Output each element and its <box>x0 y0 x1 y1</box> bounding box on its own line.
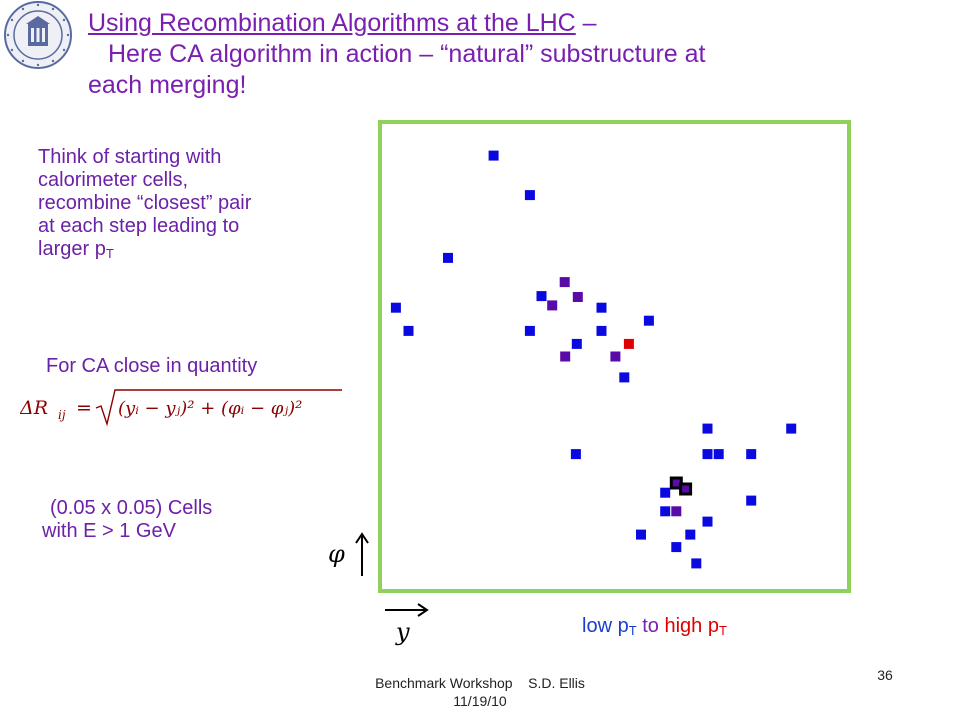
pt-legend: low pT to high pT <box>582 614 727 643</box>
formula-lhs-sub: ij <box>58 408 66 422</box>
y-symbol: y <box>395 618 410 646</box>
footer-line1: Benchmark Workshop S.D. Ellis <box>375 675 585 691</box>
intro-line2: calorimeter cells, <box>38 169 189 191</box>
phi-axis-label: φ <box>328 530 374 580</box>
title-line2: Here CA algorithm in action – “natural” … <box>108 40 706 68</box>
calorimeter-cell-8 <box>572 292 583 302</box>
title-link[interactable]: Using Recombination Algorithms at the LH… <box>88 9 576 37</box>
y-axis-label: y <box>382 600 432 648</box>
calorimeter-cell-3 <box>390 302 401 313</box>
legend-high-text: high p <box>664 615 719 637</box>
phi-symbol: φ <box>328 540 345 568</box>
title-line3: each merging! <box>88 71 247 99</box>
legend-high-sub: T <box>718 623 727 638</box>
slide-title: Using Recombination Algorithms at the LH… <box>88 8 948 101</box>
calorimeter-cell-23 <box>570 449 581 460</box>
calorimeter-cell-4 <box>403 325 414 336</box>
calorimeter-cell-21 <box>713 449 724 460</box>
calorimeter-cell-25 <box>679 482 693 496</box>
calorimeter-scatter-plot <box>390 150 797 569</box>
footer-line2: 11/19/10 <box>453 693 507 709</box>
calorimeter-cell-31 <box>636 529 646 540</box>
calorimeter-cell-9 <box>596 302 607 313</box>
calorimeter-cell-1 <box>524 190 535 201</box>
title-dash: – <box>575 9 597 37</box>
legend-low-sub: T <box>628 623 637 638</box>
calorimeter-cell-10 <box>643 315 654 326</box>
intro-line1: Think of starting with <box>38 146 222 168</box>
calorimeter-cell-28 <box>660 506 671 517</box>
calorimeter-cell-13 <box>571 338 582 349</box>
intro-line5-sub: T <box>105 246 114 261</box>
formula-drawing: ΔR ij = (yᵢ − yⱼ)² + (φᵢ − φⱼ)² <box>19 389 342 427</box>
calorimeter-cell-6 <box>536 291 547 302</box>
calorimeter-plot-frame <box>378 120 851 593</box>
legend-low: low pT <box>582 615 637 638</box>
calorimeter-cell-29 <box>671 506 682 517</box>
calorimeter-cell-30 <box>702 516 713 527</box>
university-seal-logo <box>3 0 73 70</box>
cells-line2: with E > 1 GeV <box>42 520 176 542</box>
calorimeter-cell-27 <box>746 495 757 506</box>
legend-high: high pT <box>664 615 727 638</box>
legend-low-text: low p <box>582 615 629 637</box>
calorimeter-cell-11 <box>524 325 535 336</box>
calorimeter-cell-18 <box>702 423 713 434</box>
delta-r-formula: ΔR ij = (yᵢ − yⱼ)² + (φᵢ − φⱼ)² <box>19 388 350 428</box>
legend-to: to <box>636 615 665 637</box>
calorimeter-cell-34 <box>691 558 702 569</box>
intro-line4: at each step leading to <box>38 215 240 237</box>
intro-line5: larger pT <box>38 238 358 265</box>
calorimeter-cell-5 <box>559 277 570 288</box>
calorimeter-cell-22 <box>746 449 757 460</box>
calorimeter-cell-15 <box>560 351 571 362</box>
page-number: 36 <box>877 667 893 683</box>
calorimeter-cell-0 <box>488 150 499 161</box>
svg-text:=: = <box>76 397 92 419</box>
calorimeter-cell-26 <box>660 487 671 498</box>
cells-line1: (0.05 x 0.05) Cells <box>50 497 213 519</box>
calorimeter-cell-2 <box>443 252 453 263</box>
intro-line3: recombine “closest” pair <box>38 192 252 214</box>
ca-label: For CA close in quantity <box>46 355 258 377</box>
formula-radicand: (yᵢ − yⱼ)² + (φᵢ − φⱼ)² <box>118 398 302 419</box>
calorimeter-cell-14 <box>623 338 634 349</box>
calorimeter-cell-32 <box>685 529 696 540</box>
cells-note: (0.05 x 0.05) Cells with E > 1 GeV <box>42 497 302 543</box>
intro-text: Think of starting with calorimeter cells… <box>38 146 358 265</box>
intro-line5-text: larger p <box>38 238 106 260</box>
formula-lhs: ΔR <box>20 397 48 419</box>
footer: Benchmark Workshop S.D. Ellis 11/19/10 <box>300 674 660 710</box>
calorimeter-cell-17 <box>619 372 630 383</box>
calorimeter-cell-33 <box>671 542 682 553</box>
calorimeter-cell-12 <box>596 325 607 336</box>
calorimeter-cell-19 <box>786 423 797 434</box>
calorimeter-cell-7 <box>547 300 558 311</box>
calorimeter-cell-20 <box>702 449 713 460</box>
calorimeter-cell-16 <box>610 351 621 362</box>
